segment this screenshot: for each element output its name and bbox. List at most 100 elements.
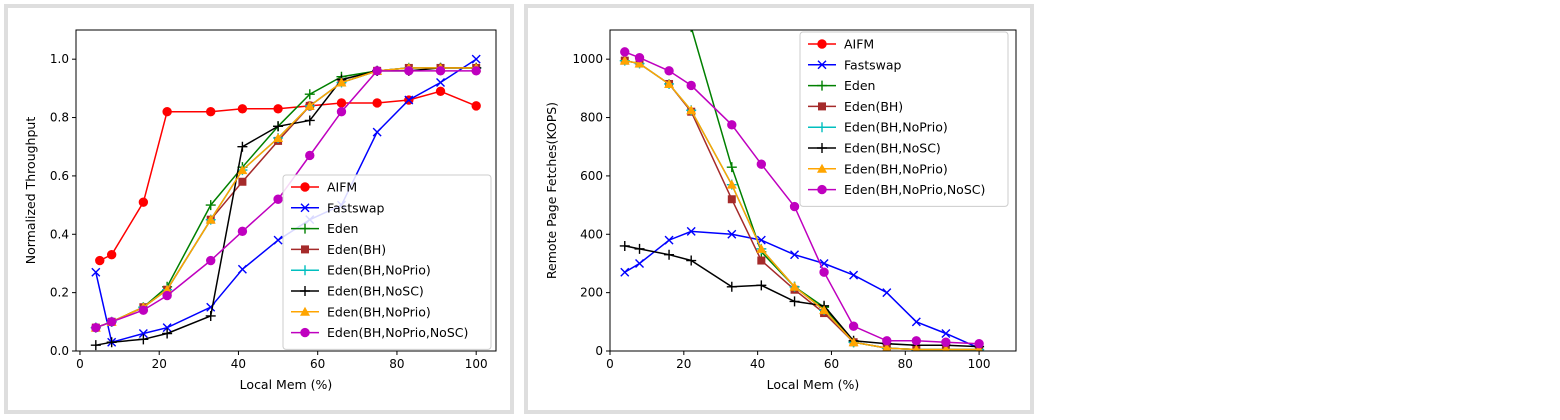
- legend-label: Eden(BH,NoPrio): [844, 120, 948, 135]
- x-tick-label: 0: [76, 357, 84, 371]
- data-point: [273, 132, 284, 142]
- data-point: [849, 270, 859, 280]
- data-point: [848, 321, 859, 331]
- data-point: [273, 121, 284, 132]
- data-point: [726, 162, 737, 173]
- legend-entry: Eden(BH,NoPrio): [808, 120, 948, 135]
- data-point: [686, 255, 697, 266]
- data-point: [941, 337, 951, 347]
- legend-entry: Eden(BH,NoPrio,NoSC): [291, 325, 468, 340]
- data-point: [273, 194, 283, 204]
- data-point: [238, 177, 247, 186]
- legend-entry: Eden(BH,NoSC): [808, 141, 941, 156]
- legend-label: Eden(BH,NoPrio): [327, 263, 431, 278]
- data-point: [336, 77, 347, 87]
- legend-box: [799, 31, 1009, 207]
- series-8: [620, 47, 984, 349]
- data-point: [756, 243, 767, 253]
- data-point: [664, 66, 674, 76]
- y-axis-label: Normalized Throughput: [23, 117, 38, 265]
- data-point: [942, 344, 950, 351]
- data-point: [435, 86, 446, 96]
- x-tick-label: 20: [152, 357, 167, 371]
- data-point: [372, 66, 382, 76]
- data-point: [336, 107, 347, 117]
- data-point: [205, 310, 216, 321]
- legend-label: Eden(BH): [327, 242, 386, 257]
- data-point: [727, 120, 737, 130]
- data-point: [206, 107, 216, 117]
- series-8: [91, 66, 481, 333]
- legend-marker: [300, 203, 310, 213]
- data-point: [634, 243, 645, 254]
- legend-entry: Fastswap: [291, 200, 385, 215]
- series-line: [624, 230, 980, 349]
- data-point: [162, 323, 172, 333]
- data-point: [404, 95, 414, 105]
- axes-frame: [75, 29, 497, 352]
- page-fetch-chart-panel: 0 20 40 60 80 100 0 200 400 600 800 1000 Local Mem (…: [524, 4, 1034, 414]
- data-point: [727, 195, 736, 204]
- data-point: [686, 80, 696, 91]
- y-axis-label: Remote Page Fetches(KOPS): [544, 102, 559, 279]
- throughput-chart-panel: 0 20 40 60 80 100 0.0 0.2 0.4 0.6 0.8 1.0 Local Mem …: [4, 4, 514, 414]
- x-tick-label: 20: [676, 357, 691, 371]
- legend-label: Eden(BH,NoPrio,NoSC): [844, 182, 985, 197]
- legend-label: Eden(BH,NoPrio): [327, 304, 431, 319]
- data-point: [664, 249, 675, 260]
- data-point: [619, 240, 630, 251]
- data-point: [90, 340, 101, 351]
- y-tick-label: 1.0: [50, 52, 69, 66]
- data-point: [620, 47, 630, 57]
- data-point: [634, 53, 645, 63]
- data-point: [690, 30, 692, 33]
- data-point: [974, 339, 984, 349]
- x-tick-label: 40: [231, 357, 246, 371]
- data-point: [819, 305, 830, 315]
- data-point: [789, 201, 800, 212]
- legend-marker: [300, 182, 310, 192]
- y-tick-label: 0.4: [50, 227, 69, 241]
- data-point: [882, 343, 892, 351]
- data-point: [138, 328, 148, 338]
- data-point: [471, 101, 481, 111]
- data-point: [756, 159, 767, 169]
- axes-frame: [609, 29, 1017, 352]
- data-point: [686, 105, 697, 115]
- y-tick-label: 600: [580, 169, 603, 183]
- legend-box: [282, 174, 492, 350]
- data-point: [620, 267, 630, 277]
- data-point: [882, 336, 892, 346]
- legend-entry: Eden(BH): [808, 99, 903, 114]
- data-point: [162, 284, 173, 294]
- data-point: [237, 264, 247, 274]
- data-point: [634, 58, 645, 68]
- data-point: [471, 66, 481, 76]
- x-tick-label: 80: [898, 357, 913, 371]
- legend-label: Fastswap: [844, 57, 902, 72]
- data-point: [162, 290, 172, 301]
- data-point: [237, 141, 248, 152]
- data-point: [941, 328, 951, 338]
- data-point: [848, 337, 859, 347]
- plot-area: [90, 54, 482, 351]
- legend-marker: [817, 122, 827, 133]
- data-point: [790, 250, 800, 260]
- data-point: [304, 100, 315, 110]
- data-point: [911, 317, 921, 327]
- data-point: [273, 104, 283, 114]
- data-point: [205, 214, 216, 224]
- legend-entry: Eden(BH,NoPrio): [291, 263, 431, 278]
- data-point: [635, 258, 645, 268]
- x-tick-label: 0: [606, 357, 614, 371]
- data-point: [404, 66, 414, 76]
- legend-marker: [817, 80, 827, 91]
- legend-marker: [300, 327, 310, 338]
- y-tick-label: 800: [580, 111, 603, 125]
- legend-entry: Eden: [808, 78, 875, 93]
- legend-marker: [300, 286, 310, 296]
- data-point: [619, 55, 630, 65]
- data-point: [726, 281, 737, 292]
- data-point: [106, 250, 117, 260]
